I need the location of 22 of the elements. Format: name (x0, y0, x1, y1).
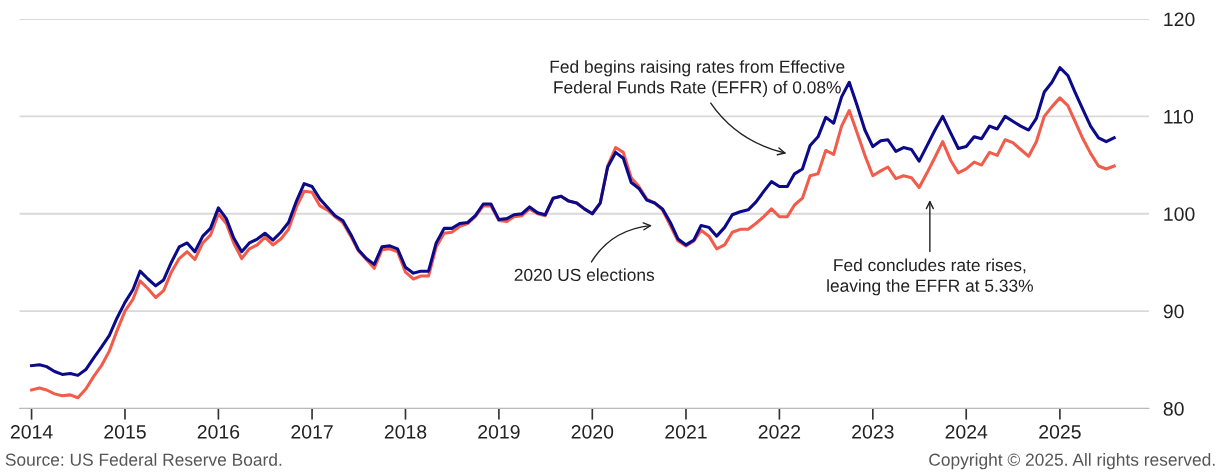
x-tick-label: 2019 (478, 424, 520, 439)
x-tick-label: 2022 (758, 424, 801, 439)
annotation: Fed concludes rate rises, leaving the EFFR at 5.33% (827, 258, 1033, 296)
x-tick-label: 2020 (571, 424, 614, 439)
x-tick-label: 2015 (104, 424, 146, 439)
x-tick-label: 2018 (384, 424, 427, 439)
x-tick-label: 2024 (945, 424, 988, 439)
text: Copyright © 2025. All rights reserved. (929, 453, 1215, 470)
x-tick-label: 2017 (291, 424, 333, 439)
x-tick-label: 2021 (665, 424, 707, 439)
y-tick-label: 100 (1164, 207, 1195, 221)
source-note: Source: US Federal Reserve Board. (5, 453, 282, 466)
x-tick-label: 2014 (10, 424, 53, 439)
y-tick-label: 120 (1164, 12, 1195, 27)
annotation: 2020 US elections (514, 268, 655, 282)
y-tick-label: 110 (1164, 109, 1194, 124)
x-tick-label: 2016 (197, 424, 240, 439)
y-tick-label: 90 (1163, 304, 1184, 319)
x-tick-label: 2023 (852, 424, 894, 439)
annotation: Fed begins raising rates from Effective Federal Funds Rate (EFFR) of 0.08% (550, 60, 845, 97)
y-tick-label: 80 (1163, 401, 1184, 416)
x-tick-label: 2025 (1039, 424, 1081, 439)
